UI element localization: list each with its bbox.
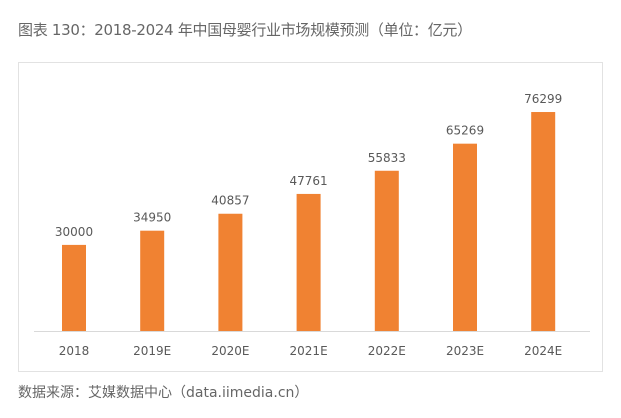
chart-title: 图表 130：2018-2024 年中国母婴行业市场规模预测（单位：亿元）: [18, 21, 472, 39]
x-tick-label: 2020E: [211, 344, 249, 358]
x-tick-label: 2021E: [290, 344, 328, 358]
bar: [62, 244, 86, 331]
bar: [531, 112, 556, 331]
bar: [140, 230, 165, 331]
data-label: 76299: [524, 92, 562, 106]
x-tick-label: 2024E: [524, 344, 562, 358]
x-tick-label: 2019E: [133, 344, 171, 358]
bar: [374, 170, 399, 331]
data-label: 40857: [211, 194, 249, 208]
x-tick-label: 2022E: [368, 344, 406, 358]
data-label: 55833: [368, 151, 406, 165]
bar: [218, 213, 243, 331]
data-label: 65269: [446, 124, 484, 138]
data-label: 30000: [55, 225, 93, 239]
x-tick-label: 2018: [59, 344, 90, 358]
bar: [296, 193, 321, 331]
source-note: 数据来源：艾媒数据中心（data.iimedia.cn）: [18, 385, 309, 401]
data-label: 34950: [133, 211, 171, 225]
data-label: 47761: [290, 174, 328, 188]
chart-frame: [18, 62, 603, 372]
x-tick-label: 2023E: [446, 344, 484, 358]
bar: [453, 143, 477, 331]
